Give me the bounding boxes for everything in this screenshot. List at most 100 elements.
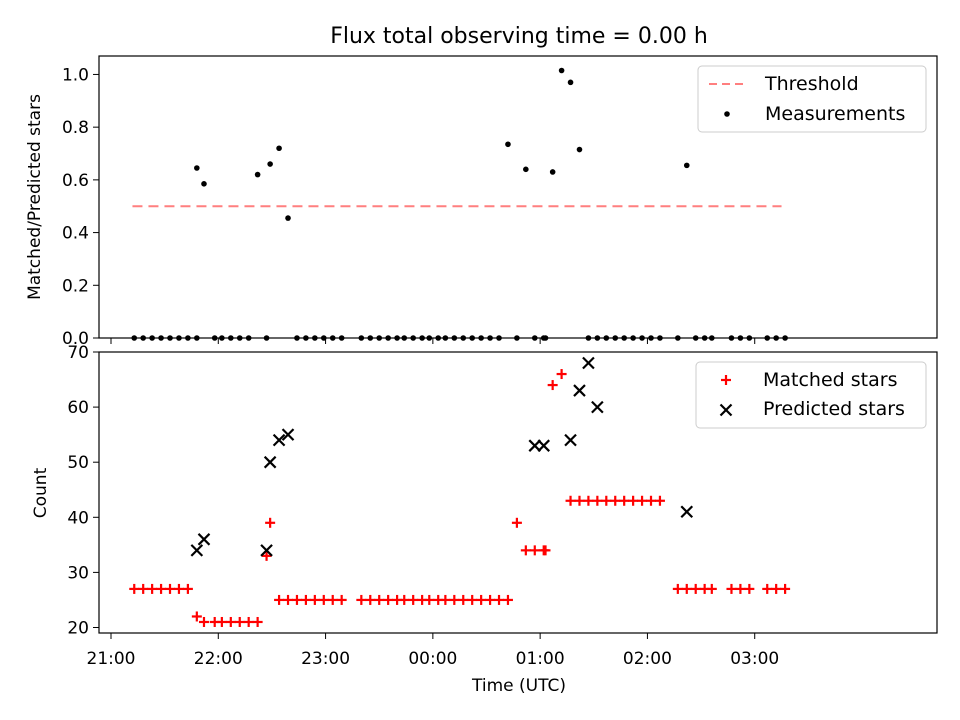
predicted-point [197,533,211,546]
matched-point [216,616,227,627]
measurement-point [401,335,408,341]
matched-point [156,583,167,594]
matched-point [165,583,176,594]
matched-point [574,495,585,506]
matched-point [646,495,657,506]
top-y-tick-label: 0.4 [62,224,89,244]
measurement-point [621,335,627,341]
measurement-point [639,335,645,341]
matched-point [182,583,193,594]
matched-point [265,517,276,528]
matched-point [234,616,245,627]
predicted-point-b [263,455,277,469]
measurement-point [276,145,282,152]
measurement-point [505,141,511,148]
measurement-point [245,335,252,341]
legend-matched-label: Matched stars [763,369,897,391]
bottom-panel: 20 30 40 50 60 70 21:00 22:00 23:00 00:00 01:00 02… [31,343,938,696]
measurement-point [496,335,502,341]
matched-point [619,495,630,506]
measurement-point [701,335,708,341]
measurement-point [167,335,173,341]
predicted-point [281,428,295,441]
measurement-point [303,335,309,341]
matched-point [690,583,701,594]
measurement-point [312,335,318,341]
predicted-point-b [591,400,604,414]
legend-predicted-swatch [719,403,733,417]
matched-point [309,594,320,605]
matched-point [300,594,311,605]
measurement-point [158,335,164,341]
predicted-point-b [573,384,586,397]
measurement-point [746,335,753,341]
bottom-x-tick-label: 21:00 [87,649,136,669]
measurement-point [338,335,345,341]
legend-predicted-mark-b [719,403,733,417]
predicted-point-b [190,544,204,557]
measurement-point [542,335,549,341]
top-y-axis-label: Matched/Predicted stars [25,94,45,300]
measurement-point [567,79,574,86]
measurement-point [194,165,200,171]
measurement-point [140,335,146,341]
matched-point [283,594,294,605]
predicted-point-b [582,356,595,370]
matched-point [399,594,410,605]
matched-point [449,594,460,605]
matched-point [138,583,149,594]
predicted-point [537,439,550,452]
measurement-point [523,166,529,173]
predicted-point [260,544,273,557]
predicted-point [263,455,277,469]
bottom-y-axis: 20 30 40 50 60 70 [67,343,99,638]
matched-point [476,594,487,605]
measurement-point [558,67,565,74]
predicted-point-b [680,505,694,519]
predicted-point-b [197,533,211,546]
top-y-tick-label: 1.0 [62,65,89,85]
measurement-point [683,162,690,169]
measurement-point [376,335,383,341]
measurement-point [385,335,391,341]
measurement-point [531,335,538,341]
matched-stars-series [129,369,791,627]
bottom-x-tick-label: 22:00 [194,649,243,669]
matched-point [762,583,773,594]
matched-point [198,616,209,627]
matched-point [440,594,451,605]
measurement-point [426,335,433,341]
matched-point [494,594,505,605]
measurement-point [594,335,601,341]
measurement-point [228,335,234,341]
measurements-series [131,67,788,341]
top-y-tick-label: 0.6 [62,171,89,191]
measurement-point [194,335,200,341]
measurement-point [728,335,735,341]
legend-predicted-mark [719,403,733,417]
top-legend-box [697,65,927,133]
measurement-point [410,335,416,341]
predicted-point [564,433,577,447]
measurement-point [236,335,243,341]
measurement-point [254,171,261,178]
predicted-point [190,544,204,557]
legend-threshold-label: Threshold [764,73,859,95]
matched-point [565,495,576,506]
measurement-point [394,335,400,341]
bottom-y-tick-label: 70 [67,343,89,363]
matched-point [327,594,338,605]
predicted-point [573,384,586,397]
measurement-point [630,335,636,341]
matched-point [365,594,376,605]
measurement-point [709,335,715,341]
legend-predicted-label: Predicted stars [763,398,905,420]
matched-point [356,594,367,605]
measurement-point [267,161,273,167]
measurement-point [358,335,365,341]
predicted-point-b [281,428,295,441]
measurement-point [657,335,663,341]
legend-matched-swatch [721,375,731,385]
measurement-point [185,335,191,341]
chart-title: Flux total observing time = 0.00 h [330,24,708,49]
